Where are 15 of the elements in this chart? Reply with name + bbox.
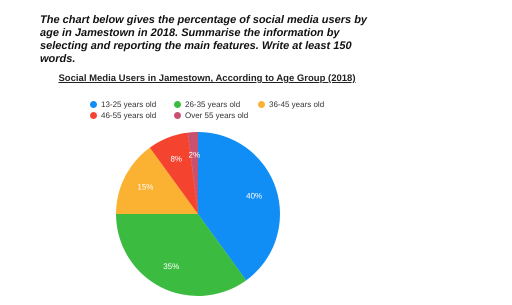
legend-label: 26-35 years old bbox=[185, 100, 240, 109]
data-label: 40% bbox=[246, 191, 262, 200]
pie-slice bbox=[198, 132, 280, 280]
pie-slice bbox=[188, 132, 198, 214]
pie-slice bbox=[116, 148, 198, 214]
legend-label: Over 55 years old bbox=[185, 111, 248, 120]
data-label: 35% bbox=[163, 262, 180, 272]
chart-subtitle: Social Media Users in Jamestown, According to Age Group (2018) bbox=[57, 73, 357, 84]
legend-label: 13-25 years old bbox=[101, 100, 156, 109]
data-label: 8% bbox=[170, 154, 182, 164]
legend-label: 36-45 years old bbox=[269, 100, 324, 109]
data-label: 15% bbox=[137, 182, 154, 192]
chart-title: The chart below gives the percentage of social media users by age in Jamestown in 2018. Summarise the information by selecting and reporting the main features. Write at least 150 words. bbox=[40, 14, 368, 66]
pie-slice bbox=[116, 214, 246, 296]
legend-label: 46-55 years old bbox=[101, 111, 156, 120]
